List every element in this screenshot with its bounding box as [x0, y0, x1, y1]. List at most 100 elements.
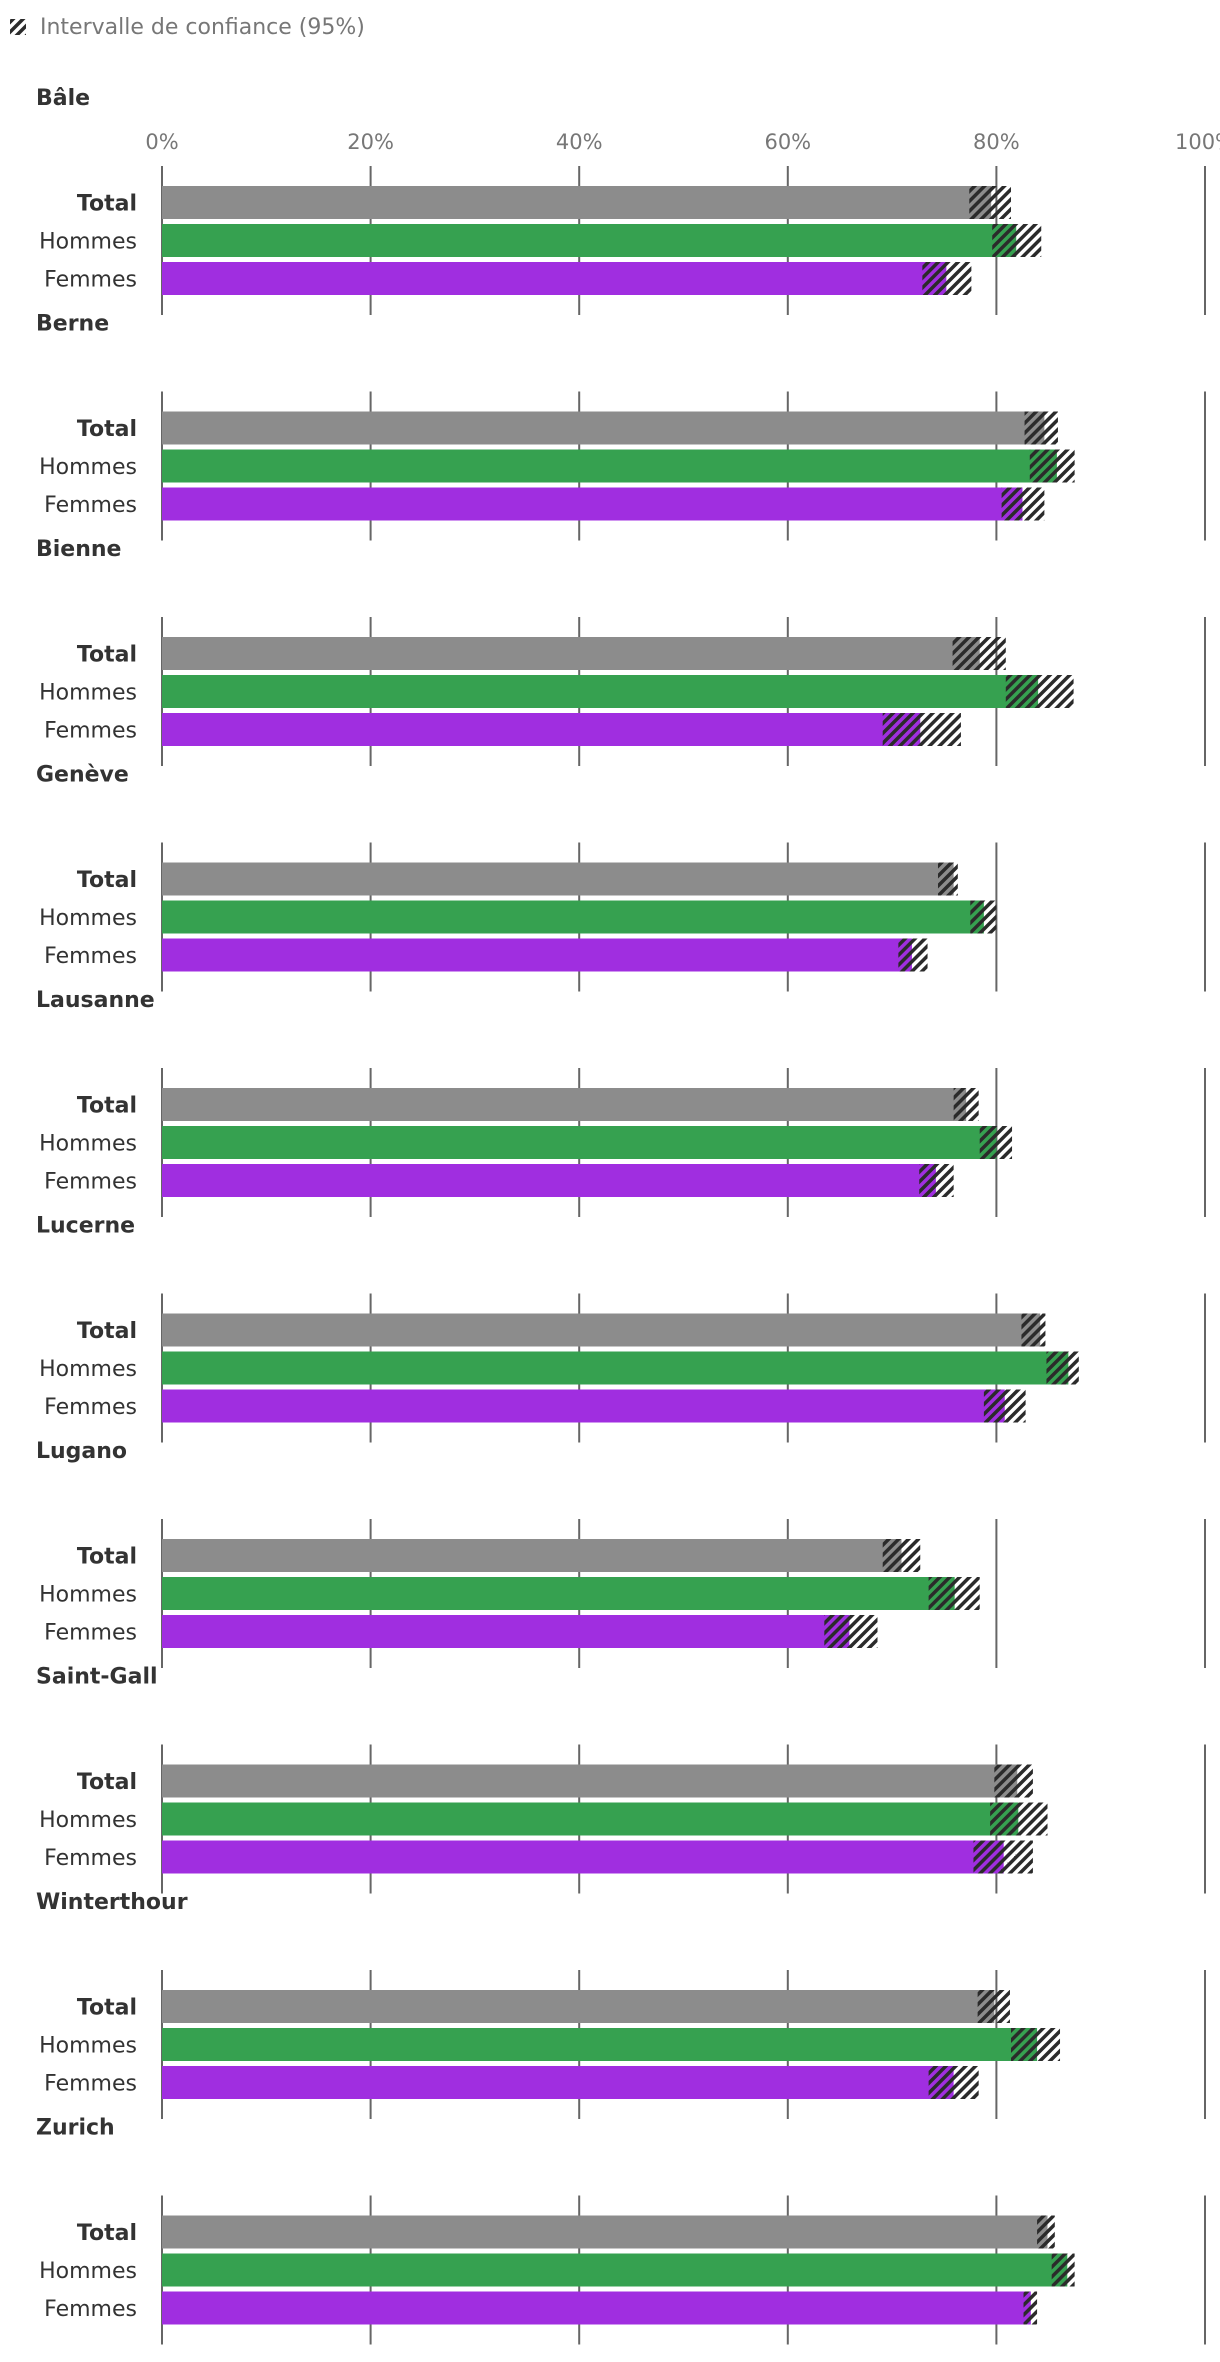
x-tick-label: 60% [764, 130, 811, 154]
panel-saint-gall: Saint-Gall Total Hommes Femmes [36, 1665, 1206, 1894]
x-tick-label: 40% [556, 130, 603, 154]
bar-hommes[interactable] [162, 1126, 997, 1159]
ci-hommes [992, 224, 1042, 257]
panels: Bâle0%20%40%60%80%100%TotalHommesFemmesB… [36, 86, 1220, 2345]
bar-femmes[interactable] [162, 2066, 954, 2099]
row-label: Total [77, 192, 137, 217]
panel-title: Saint-Gall [36, 1665, 158, 1690]
bar-hommes[interactable] [162, 2253, 1068, 2287]
row-label: Total [77, 868, 137, 893]
legend-swatch-ci-icon [10, 19, 26, 35]
bar-hommes[interactable] [162, 1802, 1019, 1836]
row-label: Femmes [44, 1170, 137, 1195]
bar-femmes[interactable] [162, 1615, 850, 1648]
bar-total[interactable] [162, 1990, 995, 2023]
row-label: Hommes [39, 1132, 137, 1157]
ci-femmes [983, 1389, 1026, 1423]
x-tick-label: 20% [347, 130, 394, 154]
ci-hommes [1005, 675, 1074, 708]
bar-femmes[interactable] [162, 713, 921, 746]
bar-hommes[interactable] [162, 2028, 1038, 2061]
ci-total [1021, 1313, 1046, 1347]
bar-total[interactable] [162, 1088, 967, 1121]
bar-femmes[interactable] [162, 938, 912, 972]
ci-hommes [928, 1577, 980, 1610]
panel-winterthour: Winterthour Total Hommes Femmes [36, 1890, 1206, 2119]
ci-hommes [979, 1126, 1013, 1159]
panel-b-le: Bâle 0% 20% 40% 60% 80% 100% Total Hommes Femmes [36, 86, 1220, 315]
bar-hommes[interactable] [162, 1351, 1069, 1385]
ci-femmes [882, 713, 961, 746]
ci-total [882, 1539, 921, 1572]
row-label: Femmes [44, 268, 137, 293]
row-label: Total [77, 643, 137, 668]
row-label: Total [77, 1770, 137, 1795]
row-label: Hommes [39, 906, 137, 931]
row-label: Femmes [44, 944, 137, 969]
ci-hommes [1011, 2028, 1061, 2061]
ci-hommes [1051, 2253, 1075, 2287]
bar-hommes[interactable] [162, 449, 1057, 483]
ci-femmes [898, 938, 928, 972]
bar-total[interactable] [162, 411, 1045, 445]
panel-zurich: Zurich Total Hommes Femmes [36, 2116, 1206, 2345]
ci-hommes [990, 1802, 1048, 1836]
bar-total[interactable] [162, 2215, 1048, 2249]
bar-total[interactable] [162, 1764, 1018, 1798]
row-label: Hommes [39, 230, 137, 255]
ci-femmes [973, 1840, 1033, 1874]
bar-femmes[interactable] [162, 2291, 1031, 2325]
row-label: Hommes [39, 1583, 137, 1608]
ci-femmes [1001, 487, 1045, 521]
bar-femmes[interactable] [162, 1164, 936, 1197]
bar-total[interactable] [162, 1539, 902, 1572]
row-label: Femmes [44, 1395, 137, 1420]
panel-title: Lugano [36, 1439, 127, 1464]
bar-femmes[interactable] [162, 1840, 1004, 1874]
row-label: Total [77, 1094, 137, 1119]
panel-gen-ve: Genève Total Hommes Femmes [36, 763, 1206, 992]
ci-femmes [922, 262, 972, 295]
row-label: Hommes [39, 681, 137, 706]
ci-total [1037, 2215, 1055, 2249]
ci-total [969, 186, 1012, 219]
row-label: Total [77, 2221, 137, 2246]
row-label: Total [77, 1319, 137, 1344]
legend[interactable]: Intervalle de confiance (95%) [10, 15, 365, 40]
row-label: Hommes [39, 2259, 137, 2284]
bar-femmes[interactable] [162, 262, 947, 295]
ci-hommes [1046, 1351, 1079, 1385]
ci-femmes [928, 2066, 979, 2099]
ci-femmes [1023, 2291, 1038, 2325]
panel-title: Genève [36, 763, 129, 788]
bar-hommes[interactable] [162, 1577, 955, 1610]
bar-total[interactable] [162, 1313, 1041, 1347]
bar-hommes[interactable] [162, 900, 984, 934]
bar-total[interactable] [162, 862, 954, 896]
row-label: Femmes [44, 2072, 137, 2097]
row-label: Femmes [44, 2297, 137, 2322]
row-label: Total [77, 1996, 137, 2021]
row-label: Femmes [44, 1846, 137, 1871]
panel-lucerne: Lucerne Total Hommes Femmes [36, 1214, 1206, 1443]
row-label: Total [77, 1545, 137, 1570]
panel-lausanne: Lausanne Total Hommes Femmes [36, 988, 1206, 1217]
row-label: Hommes [39, 1357, 137, 1382]
x-tick-label: 0% [145, 130, 178, 154]
bar-total[interactable] [162, 637, 980, 670]
ci-hommes [970, 900, 997, 934]
ci-total [977, 1990, 1010, 2023]
legend-label: Intervalle de confiance (95%) [40, 15, 365, 40]
bar-total[interactable] [162, 186, 992, 219]
panel-title: Bienne [36, 537, 121, 562]
bar-hommes[interactable] [162, 224, 1017, 257]
bar-hommes[interactable] [162, 675, 1039, 708]
ci-hommes [1029, 449, 1075, 483]
bar-femmes[interactable] [162, 487, 1023, 521]
row-label: Femmes [44, 493, 137, 518]
bar-femmes[interactable] [162, 1389, 1005, 1423]
x-tick-label: 100% [1175, 130, 1220, 154]
panel-title: Winterthour [36, 1890, 188, 1915]
ci-total [937, 862, 958, 896]
